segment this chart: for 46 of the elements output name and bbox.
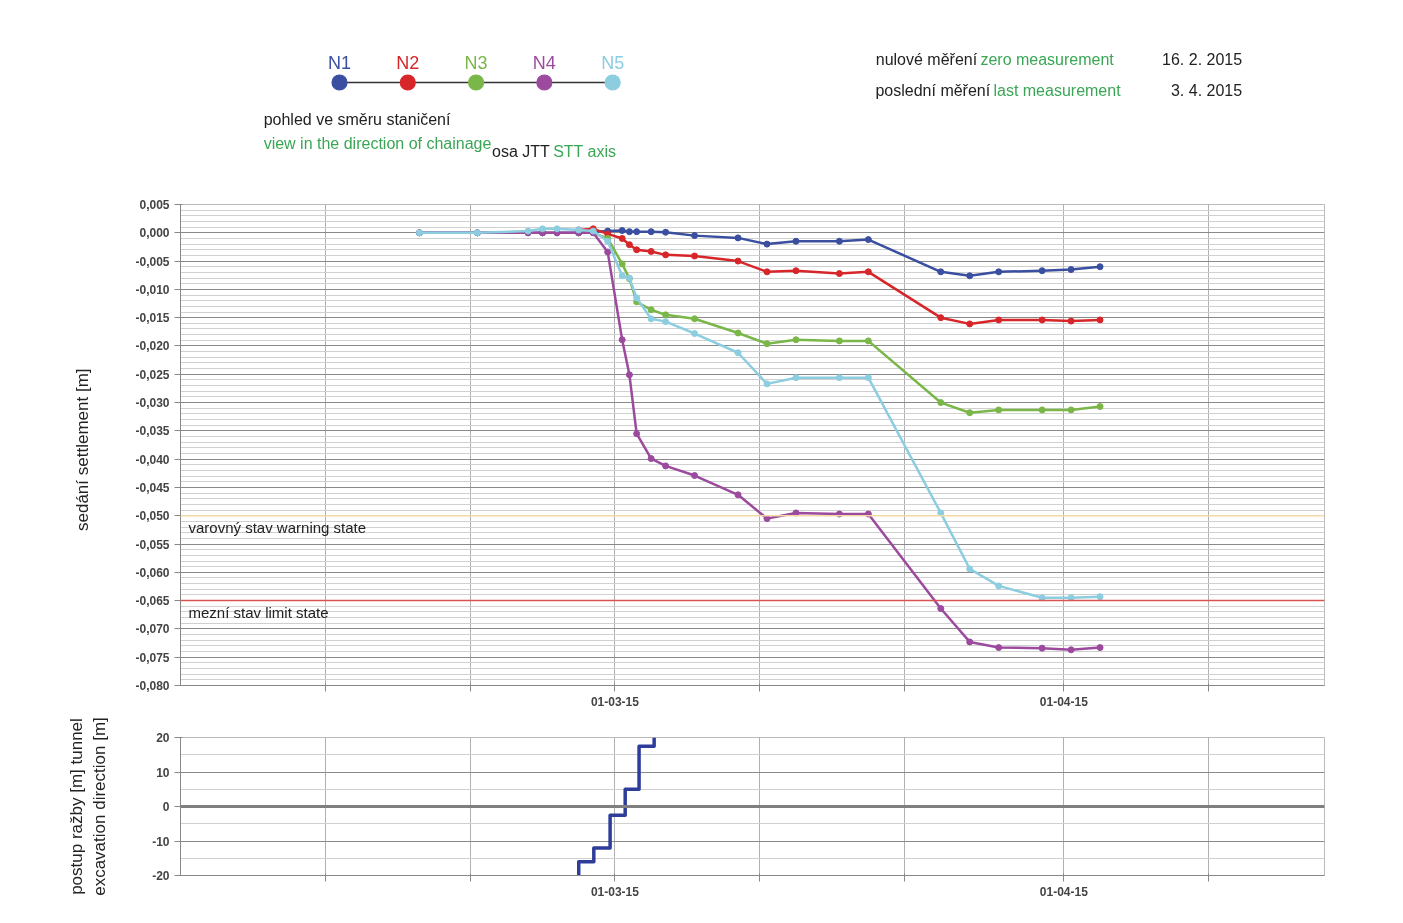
y-tick-label: -0,065 bbox=[135, 594, 170, 609]
y-tick-label: -0,080 bbox=[135, 679, 170, 693]
text: zero measurement bbox=[980, 51, 1115, 68]
y-tick-label: -0,060 bbox=[135, 565, 170, 580]
y-tick-label: -0,040 bbox=[135, 452, 170, 467]
text: N3 bbox=[464, 52, 488, 73]
y-tick-label: -0,005 bbox=[135, 254, 170, 269]
y-tick-label: -0,055 bbox=[135, 537, 170, 552]
y-tick-label: 0 bbox=[162, 800, 170, 814]
y-tick-label: -20 bbox=[152, 869, 170, 883]
y-tick-label: -0,020 bbox=[135, 339, 170, 354]
text: last measurement bbox=[993, 82, 1122, 99]
y-tick-label: -0,015 bbox=[135, 311, 170, 326]
text: 3. 4. 2015 bbox=[1170, 82, 1243, 99]
y-tick-label: -0,030 bbox=[135, 396, 170, 411]
text: pohled ve směru staničení bbox=[263, 111, 451, 128]
text: N2 bbox=[396, 52, 420, 73]
y-tick-label: 20 bbox=[156, 731, 170, 745]
y-tick-label: -10 bbox=[152, 834, 170, 849]
y-tick-label: -0,070 bbox=[135, 622, 170, 637]
x-tick-label: 01-03-15 bbox=[590, 694, 640, 709]
y-axis-title: postup ražby [m] tunnel excavation direction [m] bbox=[67, 717, 110, 896]
y-axis-title: sedání settlement [m] bbox=[73, 368, 93, 531]
x-tick-label: 01-03-15 bbox=[590, 884, 640, 899]
y-tick-label: -0,075 bbox=[135, 650, 170, 665]
ref-line-label: varovný stav warning state bbox=[188, 518, 367, 536]
text: STT axis bbox=[553, 143, 616, 160]
y-tick-label: -0,035 bbox=[135, 424, 170, 439]
text: N5 bbox=[601, 52, 625, 73]
y-tick-label: 0,000 bbox=[139, 226, 170, 241]
y-tick-label: 0,005 bbox=[139, 198, 170, 212]
text: nulové měření bbox=[875, 51, 978, 68]
text: view in the direction of chainage bbox=[263, 135, 492, 152]
ref-line-label: mezní stav limit state bbox=[188, 603, 329, 621]
y-tick-label: -0,050 bbox=[135, 509, 170, 524]
y-tick-label: -0,025 bbox=[135, 367, 170, 382]
y-tick-label: -0,010 bbox=[135, 282, 170, 297]
text: N4 bbox=[532, 52, 556, 73]
text: poslední měření bbox=[875, 82, 991, 99]
text: N1 bbox=[328, 52, 352, 73]
y-tick-label: -0,045 bbox=[135, 480, 170, 495]
x-tick-label: 01-04-15 bbox=[1039, 694, 1089, 709]
x-tick-label: 01-04-15 bbox=[1039, 884, 1089, 899]
text: osa JTT bbox=[492, 143, 551, 160]
text: 16. 2. 2015 bbox=[1162, 51, 1243, 68]
y-tick-label: 10 bbox=[156, 765, 170, 780]
